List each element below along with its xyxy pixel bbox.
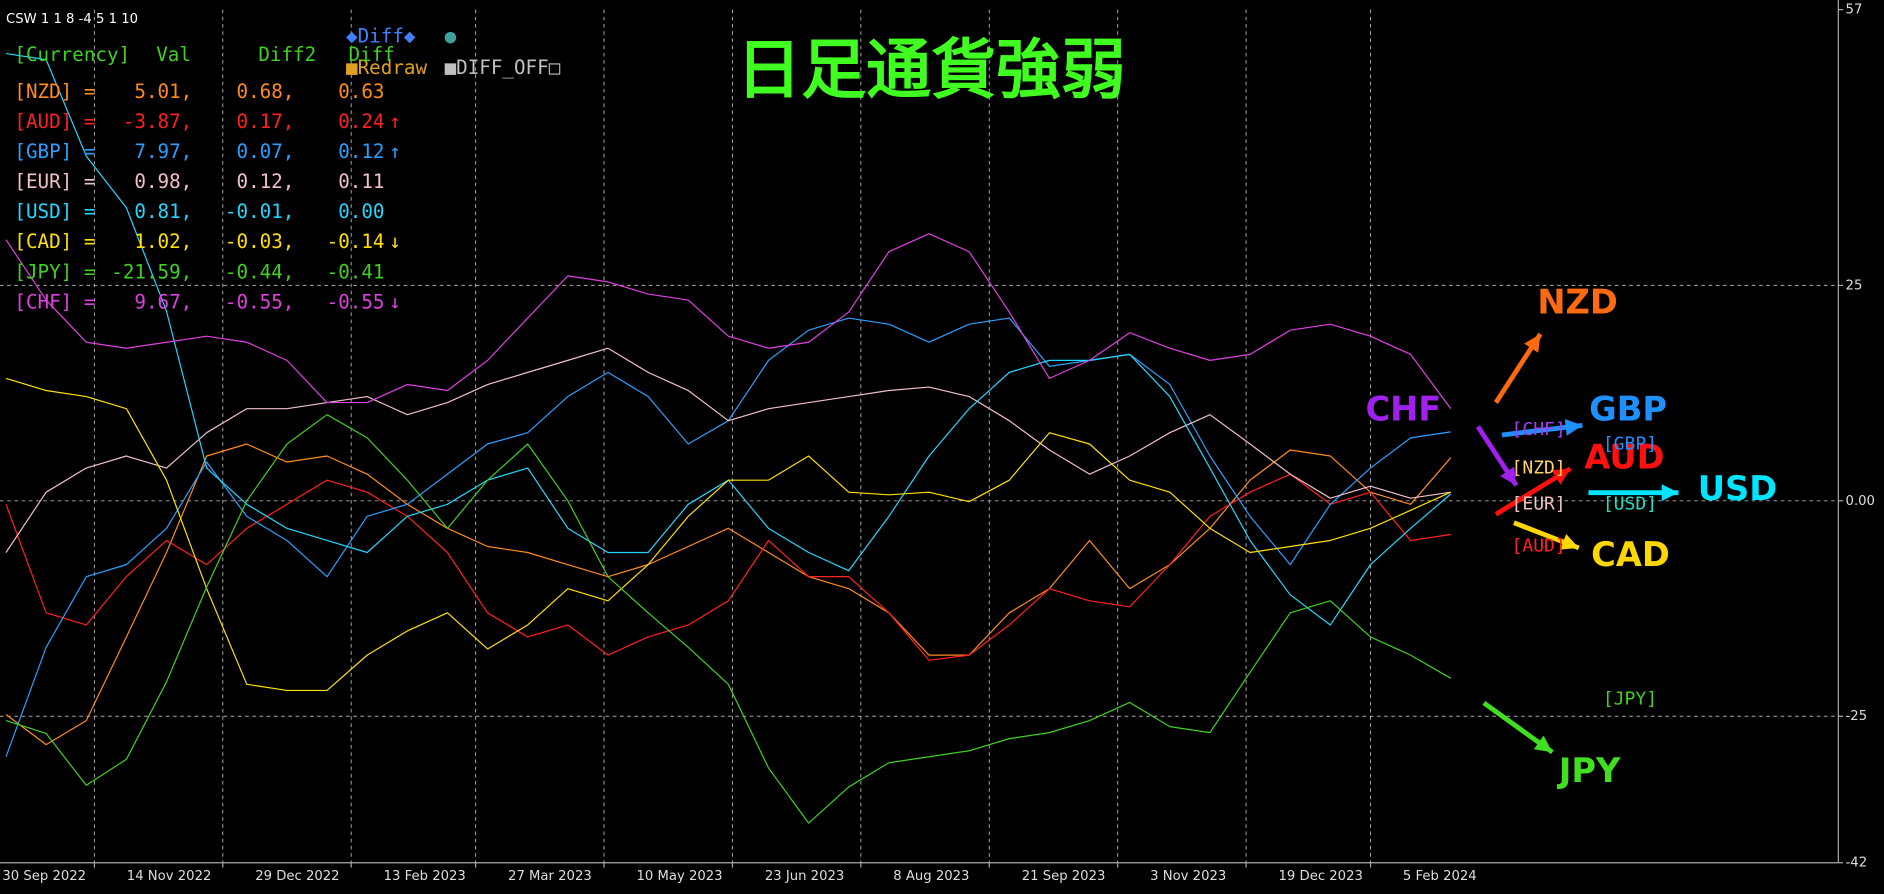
- currency-label: CHF: [1365, 389, 1441, 428]
- currency-label: GBP: [1589, 389, 1667, 428]
- currency-label: NZD: [1537, 283, 1617, 322]
- chart-title: 日足通貨強弱: [737, 33, 1126, 108]
- series-line: [5, 414, 1452, 824]
- arrow-head: [1564, 419, 1583, 436]
- table-cell: -0.41: [327, 260, 385, 283]
- table-cell: [CAD] =: [14, 230, 95, 253]
- table-cell: 0.12,: [237, 170, 295, 193]
- currency-label: CAD: [1591, 535, 1670, 574]
- table-cell: 0.07,: [237, 140, 295, 163]
- table-cell: 0.12: [338, 140, 384, 163]
- toggle-button[interactable]: ◆Diff◆: [346, 25, 416, 48]
- table-cell: -0.44,: [225, 260, 294, 283]
- table-cell: -0.01,: [225, 200, 294, 223]
- table-header: Val: [156, 43, 191, 66]
- x-tick-label: 23 Jun 2023: [765, 869, 844, 884]
- table-cell: 0.68,: [237, 80, 295, 103]
- y-tick-label: 25: [1846, 278, 1863, 293]
- x-tick-label: 21 Sep 2023: [1022, 869, 1106, 884]
- table-header: Diff: [348, 43, 394, 66]
- table-cell: 0.17,: [237, 110, 295, 133]
- table-cell: 7.97,: [134, 140, 192, 163]
- series-line: [5, 233, 1452, 410]
- currency-tag: [CHF]: [1512, 419, 1566, 440]
- table-cell: -3.87,: [123, 110, 192, 133]
- currency-tag: [JPY]: [1603, 688, 1657, 709]
- currency-label: AUD: [1584, 438, 1664, 477]
- toggle-button[interactable]: ■DIFF_OFF□: [445, 56, 561, 79]
- table-header: [Currency]: [14, 43, 130, 66]
- x-tick-label: 3 Nov 2023: [1150, 869, 1226, 884]
- table-cell: -21.59,: [111, 260, 192, 283]
- table-cell: 0.63: [338, 80, 384, 103]
- currency-tag: [AUD]: [1512, 536, 1566, 557]
- trend-arrow: ↓: [389, 230, 401, 253]
- y-tick-label: 0.00: [1846, 494, 1875, 509]
- y-tick-label: -25: [1846, 709, 1868, 724]
- table-cell: 9.67,: [134, 290, 192, 313]
- table-cell: 0.11: [338, 170, 384, 193]
- currency-label: JPY: [1557, 751, 1621, 790]
- table-cell: 0.24: [338, 110, 384, 133]
- arrow-head: [1551, 468, 1571, 485]
- table-cell: 1.02,: [134, 230, 192, 253]
- toggle-button[interactable]: ■Redraw: [346, 56, 427, 79]
- x-tick-label: 27 Mar 2023: [508, 869, 592, 884]
- table-cell: -0.14: [327, 230, 385, 253]
- arrow-head: [1661, 484, 1679, 502]
- trend-arrow: ↑: [389, 140, 401, 163]
- overlay: 57 25 0.00 -25 -42 30 Sep 2022 14 Nov 2022 29 D…: [2, 3, 1875, 884]
- arrow-head: [1524, 334, 1541, 353]
- indicator-label: CSW 1 1 8 -4 5 1 10: [6, 12, 138, 27]
- x-tick-label: 5 Feb 2024: [1403, 869, 1477, 884]
- x-tick-label: 10 May 2023: [636, 869, 722, 884]
- currency-label: USD: [1698, 469, 1777, 508]
- table-cell: -0.55: [327, 290, 385, 313]
- table-cell: [GBP] =: [14, 140, 95, 163]
- table-cell: [JPY] =: [14, 260, 95, 283]
- table-cell: 0.00: [338, 200, 384, 223]
- arrow-head: [1500, 466, 1517, 486]
- arrow-head: [1560, 533, 1579, 550]
- currency-tag: [USD]: [1603, 494, 1657, 515]
- x-tick-label: 8 Aug 2023: [893, 869, 969, 884]
- series-line: [5, 377, 1451, 692]
- table-cell: 0.81,: [134, 200, 192, 223]
- currency-tag: [EUR]: [1512, 494, 1566, 515]
- trend-arrow: ↓: [389, 290, 401, 313]
- y-tick-label: 57: [1846, 3, 1863, 18]
- currency-tag: [NZD]: [1512, 458, 1566, 479]
- table-cell: [AUD] =: [14, 110, 95, 133]
- x-tick-label: 30 Sep 2022: [2, 869, 86, 884]
- arrow-head: [1533, 735, 1553, 753]
- table-cell: -0.55,: [225, 290, 294, 313]
- table-cell: [CHF] =: [14, 290, 95, 313]
- table-cell: 0.98,: [134, 170, 192, 193]
- x-tick-label: 29 Dec 2022: [255, 869, 339, 884]
- trend-arrow: ↑: [389, 110, 401, 133]
- table-cell: [NZD] =: [14, 80, 95, 103]
- currency-tag: [GBP]: [1603, 434, 1657, 455]
- y-tick-label: -42: [1846, 856, 1868, 871]
- series-line: [5, 347, 1451, 553]
- toggle-button[interactable]: ●: [445, 25, 457, 48]
- table-cell: 5.01,: [134, 80, 192, 103]
- table-cell: [USD] =: [14, 200, 95, 223]
- table-cell: [EUR] =: [14, 170, 95, 193]
- x-tick-label: 13 Feb 2023: [384, 869, 466, 884]
- table-header: Diff2: [258, 43, 316, 66]
- series-line: [5, 473, 1451, 661]
- x-tick-label: 14 Nov 2022: [127, 869, 212, 884]
- lines: [5, 52, 1452, 824]
- table-cell: -0.03,: [225, 230, 294, 253]
- x-tick-label: 19 Dec 2023: [1279, 869, 1363, 884]
